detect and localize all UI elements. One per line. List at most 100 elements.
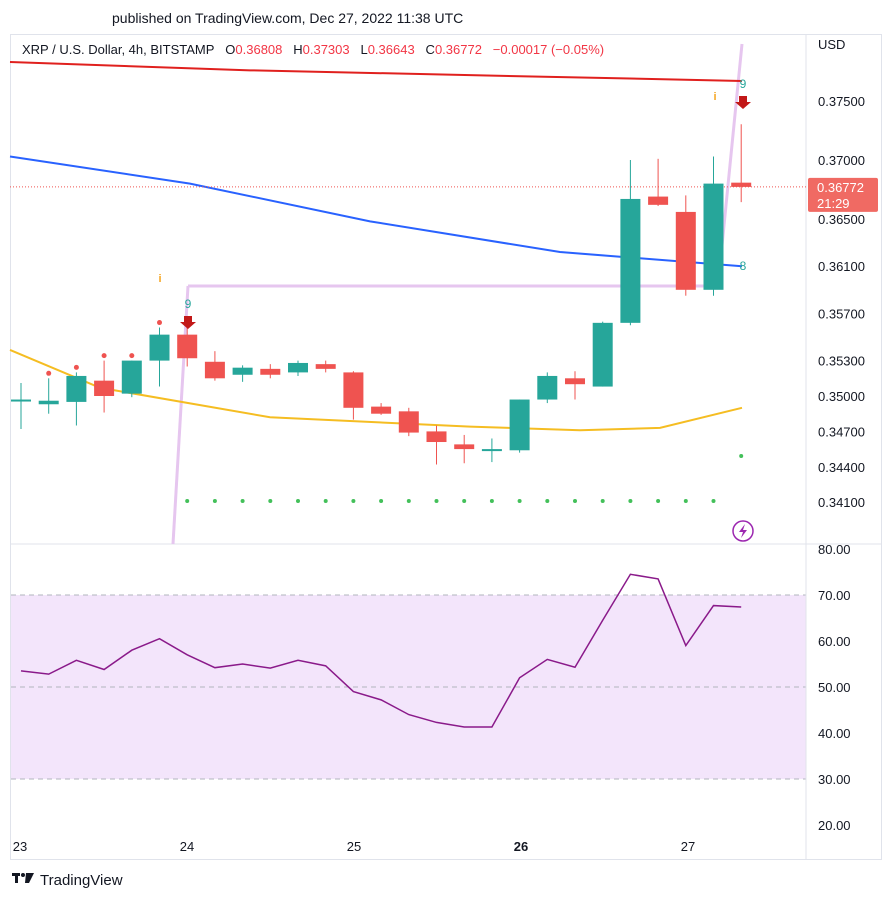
- candle-body: [592, 322, 613, 387]
- candle-body: [204, 361, 225, 379]
- green-dot-marker: [462, 499, 467, 503]
- price-tick-label: 0.37500: [818, 94, 865, 109]
- rsi-tick-label: 30.00: [818, 772, 851, 787]
- published-caption: published on TradingView.com, Dec 27, 20…: [112, 10, 464, 26]
- green-dot-marker: [406, 499, 411, 503]
- candle-body: [315, 364, 336, 369]
- green-dot-marker: [323, 499, 328, 503]
- red-dot-marker: [101, 353, 107, 359]
- chart-frame: [10, 34, 882, 860]
- candle-body: [288, 362, 308, 373]
- high-value: 0.37303: [302, 42, 350, 57]
- green-dot-marker: [683, 499, 688, 503]
- price-tick-label: 0.36100: [818, 259, 865, 274]
- red-dot-marker: [46, 370, 52, 376]
- candle: [481, 438, 502, 463]
- candle: [121, 360, 142, 398]
- candle: [620, 160, 641, 326]
- rsi-tick-label: 40.00: [818, 726, 851, 741]
- candle: [592, 321, 613, 387]
- candle: [398, 407, 419, 437]
- x-tick-label: 25: [347, 839, 361, 854]
- candle-body: [121, 360, 142, 394]
- symbol-label: XRP / U.S. Dollar, 4h, BITSTAMP: [22, 42, 215, 57]
- price-tick-label: 0.37000: [818, 153, 865, 168]
- candle: [11, 383, 31, 430]
- red-dot-marker: [73, 364, 79, 370]
- open-value: 0.36808: [235, 42, 283, 57]
- candle-body: [11, 399, 31, 402]
- green-dot-marker: [656, 499, 661, 503]
- candle: [260, 364, 281, 379]
- green-dot-marker: [379, 499, 384, 503]
- candle-body: [731, 182, 752, 187]
- candle-body: [232, 367, 253, 375]
- candle-body: [454, 444, 475, 450]
- candle-body: [149, 334, 170, 361]
- candle-body: [94, 380, 115, 396]
- candle-body: [620, 198, 641, 323]
- sequential-count-label: 8: [740, 259, 747, 273]
- candle: [371, 403, 392, 415]
- green-dot-marker: [739, 454, 744, 458]
- green-dot-marker: [240, 499, 245, 503]
- open-label: O: [225, 42, 236, 57]
- info-marker: i: [158, 273, 161, 285]
- rsi-tick-label: 20.00: [818, 818, 851, 833]
- info-marker: i: [713, 91, 716, 103]
- price-tick-label: 0.35700: [818, 306, 865, 321]
- lightning-icon-bolt: [739, 524, 747, 538]
- green-dot-marker: [185, 499, 190, 503]
- candle-body: [426, 431, 447, 443]
- green-dot-marker: [296, 499, 300, 503]
- candle: [426, 425, 447, 465]
- candle-body: [509, 399, 530, 451]
- ema-red-line: [9, 61, 743, 82]
- rsi-tick-label: 50.00: [818, 680, 851, 695]
- price-tick-label: 0.35300: [818, 354, 865, 369]
- candle: [149, 327, 170, 387]
- countdown-label: 21:29: [817, 196, 850, 211]
- x-tick-label: 23: [13, 839, 27, 854]
- chart-legend: XRP / U.S. Dollar, 4h, BITSTAMP O0.36808…: [22, 42, 604, 57]
- candle-body: [565, 378, 585, 385]
- candle: [204, 351, 225, 381]
- candle: [454, 434, 475, 464]
- candle: [232, 365, 253, 382]
- candle-body: [177, 334, 198, 359]
- rsi-tick-label: 60.00: [818, 634, 851, 649]
- red-dot-marker: [157, 320, 162, 326]
- last-price-badge: [808, 177, 878, 212]
- currency-unit: USD: [818, 37, 846, 52]
- candle: [703, 156, 724, 296]
- last-price-label: 0.36772: [817, 180, 864, 195]
- candle: [288, 360, 308, 376]
- price-tick-label: 0.36500: [818, 212, 865, 227]
- green-dot-marker: [573, 499, 577, 503]
- green-dot-marker: [628, 499, 633, 503]
- x-tick-label: 24: [180, 839, 194, 854]
- candle: [565, 371, 585, 400]
- candle: [648, 158, 669, 207]
- candle-body: [481, 449, 502, 452]
- green-dot-marker: [351, 499, 356, 503]
- down-arrow-icon: [180, 316, 196, 329]
- candle: [66, 372, 87, 426]
- ema-yellow-line: [9, 349, 743, 432]
- low-value: 0.36643: [367, 42, 415, 57]
- tradingview-logo-icon: [12, 871, 34, 889]
- close-value: 0.36772: [434, 42, 482, 57]
- price-tick-label: 0.35000: [818, 389, 865, 404]
- candle-body: [260, 368, 281, 375]
- candle: [315, 360, 336, 373]
- lightning-icon: [732, 520, 754, 542]
- candle: [38, 378, 59, 414]
- candle-body: [675, 211, 696, 290]
- candle-body: [648, 196, 669, 205]
- green-dot-marker: [268, 499, 273, 503]
- green-dot-marker: [545, 499, 550, 503]
- price-tick-label: 0.34100: [818, 495, 865, 510]
- price-tick-label: 0.34700: [818, 424, 865, 439]
- green-dot-marker: [489, 499, 494, 503]
